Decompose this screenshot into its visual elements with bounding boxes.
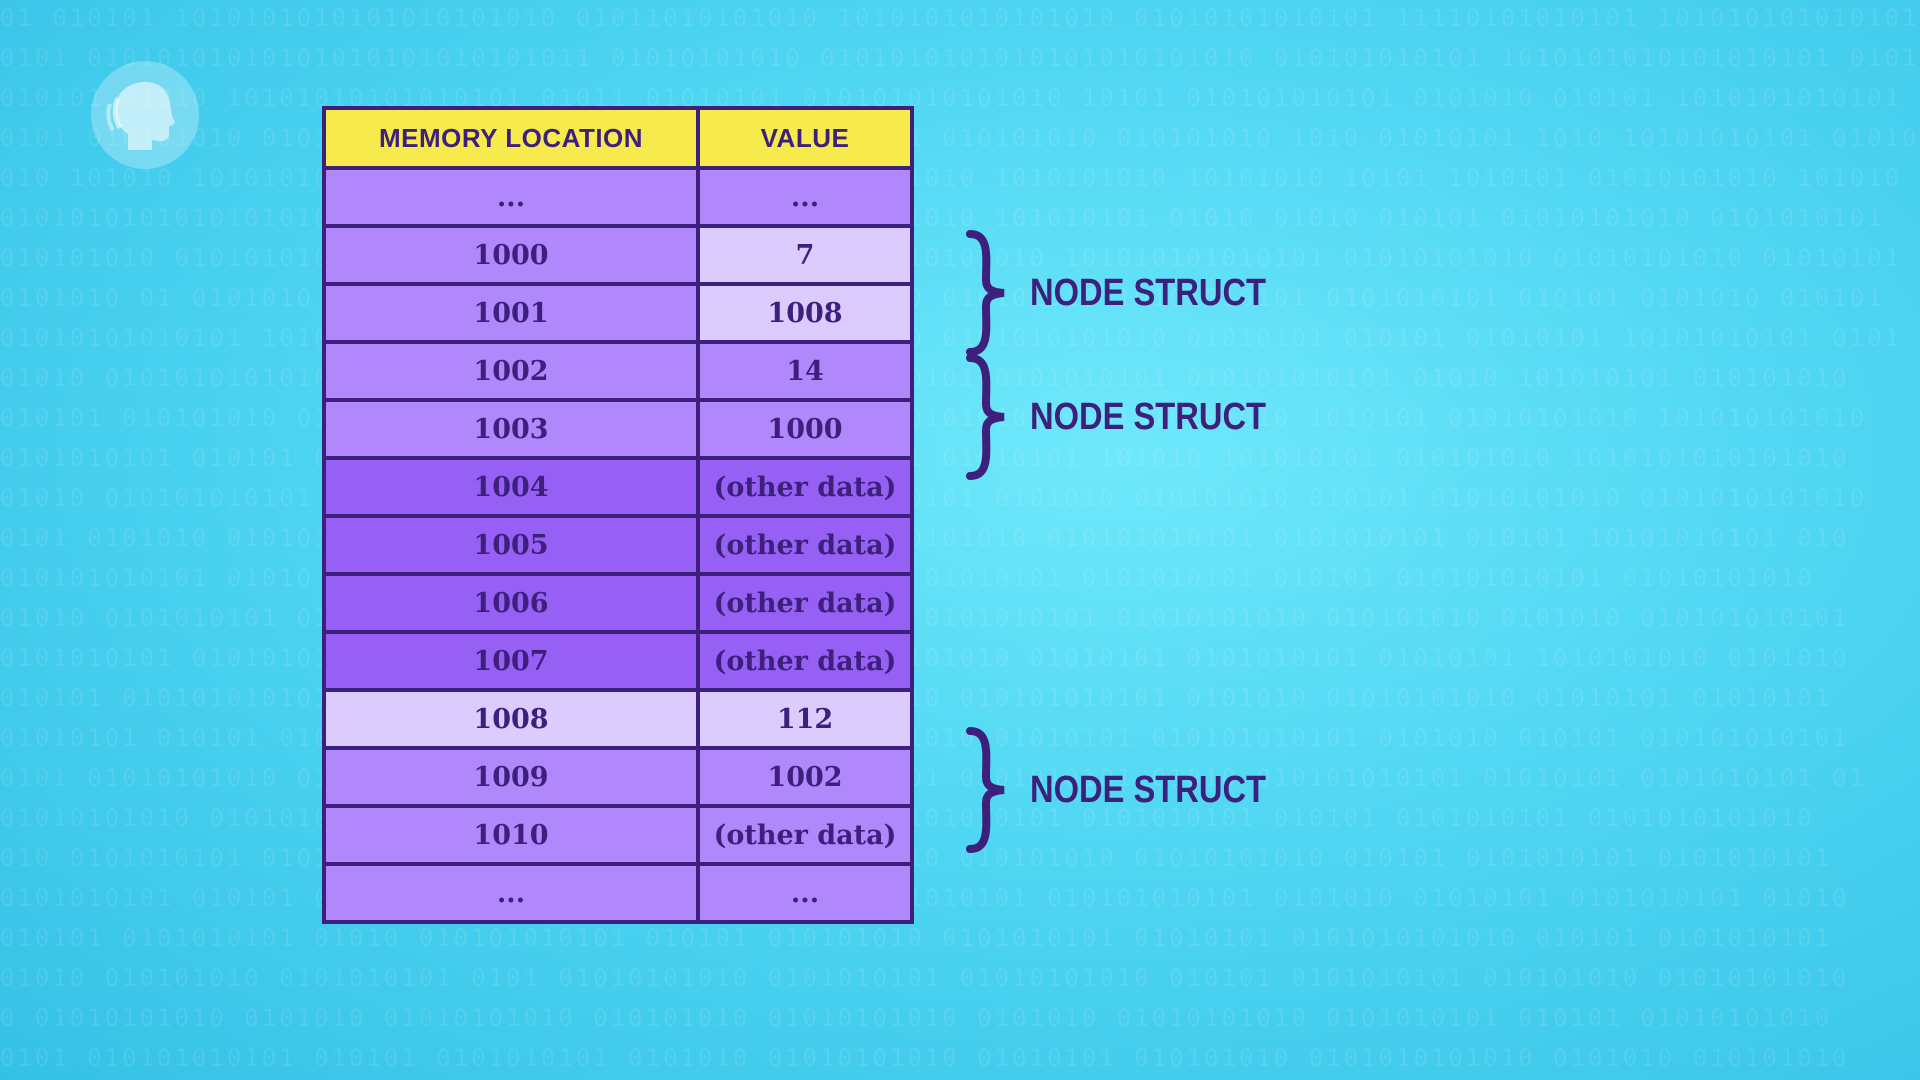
- binary-row: 0101010 01 0101010 101010101010 01010101…: [0, 284, 1885, 312]
- binary-row: 0101 010101010101 010101 0101010101 0101…: [0, 1044, 1850, 1072]
- binary-row: 0101010101 010101 010101010101 01010 010…: [0, 884, 1850, 912]
- memory-location-cell: ...: [322, 166, 700, 228]
- memory-location-cell: 1003: [322, 398, 700, 460]
- table-row: 1001 1008: [322, 282, 914, 344]
- curly-brace-icon: [966, 230, 1005, 356]
- memory-location-cell: 1007: [322, 630, 700, 692]
- memory-location-cell: 1005: [322, 514, 700, 576]
- memory-table-body: ...... 1000 7 1001 1008 1002 14 1003 1000 1004 (ot…: [322, 166, 914, 924]
- binary-row: 0101010101 010101 0101010 01010 01010101…: [0, 444, 1850, 472]
- memory-location-cell: 1009: [322, 746, 700, 808]
- table-row: 1006 (other data): [322, 572, 914, 634]
- binary-row: 0101 010101010 0101 010101010101 0101010…: [0, 124, 1920, 152]
- value-cell: (other data): [696, 572, 914, 634]
- binary-row: 010 0101010101 01010101010 0101010 01010…: [0, 844, 1833, 872]
- memory-location-cell: 1002: [322, 340, 700, 402]
- binary-row: 010101 01010 10101010101010101 01011 010…: [0, 84, 1902, 112]
- binary-row: 0101 0101010 010101010101 01010 0101010 …: [0, 524, 1850, 552]
- binary-row: 010101 0101010101 01010 010101010101 010…: [0, 924, 1833, 952]
- curly-brace-icon: [966, 354, 1005, 480]
- binary-row: 01010101010101 1010101010 01010 01010101…: [0, 324, 1902, 352]
- binary-row: 010 101010 1010101010 01010 1010101 1010…: [0, 164, 1902, 192]
- value-cell: 112: [696, 688, 914, 750]
- binary-row: 01010 010101010 0101010101 0101 01010101…: [0, 964, 1850, 992]
- table-row: 1000 7: [322, 224, 914, 286]
- table-row: 1010 (other data): [322, 804, 914, 866]
- value-cell: (other data): [696, 630, 914, 692]
- node-struct-label: NODE STRUCT: [1030, 769, 1267, 811]
- binary-row: 010101 0101010101010 0101010 010101 0101…: [0, 684, 1833, 712]
- binary-row: 01010 010101010101 010101 01010101 01010…: [0, 484, 1868, 512]
- binary-row: 0101010101010101010 01010 0101010101010 …: [0, 204, 1885, 232]
- memory-table: MEMORY LOCATION VALUE ...... 1000 7 1001 100…: [322, 106, 914, 924]
- table-header-row: MEMORY LOCATION VALUE: [322, 106, 914, 170]
- value-cell: (other data): [696, 456, 914, 518]
- value-cell: ...: [696, 862, 914, 924]
- pbs-head-icon: [88, 58, 202, 172]
- table-row: 1008 112: [322, 688, 914, 750]
- binary-row: 01010 0101010101 0101010 0101010101 0101…: [0, 604, 1850, 632]
- memory-location-cell: 1008: [322, 688, 700, 750]
- memory-location-cell: ...: [322, 862, 700, 924]
- binary-row: 0101 01010101010101010101010101011 01010…: [0, 44, 1920, 72]
- value-cell: (other data): [696, 804, 914, 866]
- value-cell: 1008: [696, 282, 914, 344]
- node-struct-annotation-1: NODE STRUCT: [960, 228, 1266, 358]
- binary-row: 0101 01010101010 010101 010101010 010101…: [0, 764, 1868, 792]
- node-struct-annotation-2: NODE STRUCT: [960, 352, 1266, 482]
- binary-row: 01 010101 1010101010101010101010 0101101…: [0, 4, 1920, 32]
- table-row: ......: [322, 166, 914, 228]
- memory-location-cell: 1004: [322, 456, 700, 518]
- value-cell: 1002: [696, 746, 914, 808]
- binary-row: 0 01010101010 0101010 01010101010 010101…: [0, 1004, 1833, 1032]
- table-row: 1003 1000: [322, 398, 914, 460]
- node-struct-label: NODE STRUCT: [1030, 396, 1267, 438]
- table-row: ......: [322, 862, 914, 924]
- value-cell: ...: [696, 166, 914, 228]
- value-header: VALUE: [696, 106, 914, 170]
- node-struct-label: NODE STRUCT: [1030, 272, 1267, 314]
- binary-row: 010101010 010101010 10101010 010101010 0…: [0, 244, 1902, 272]
- node-struct-annotation-3: NODE STRUCT: [960, 725, 1266, 855]
- binary-row: 0101010101 01010101 010101 01010101010 0…: [0, 644, 1850, 672]
- value-cell: (other data): [696, 514, 914, 576]
- value-cell: 1000: [696, 398, 914, 460]
- table-row: 1002 14: [322, 340, 914, 402]
- memory-location-cell: 1001: [322, 282, 700, 344]
- table-row: 1005 (other data): [322, 514, 914, 576]
- value-cell: 7: [696, 224, 914, 286]
- binary-row: 010101 010101010 0101010 101010101 01010…: [0, 404, 1868, 432]
- table-row: 1007 (other data): [322, 630, 914, 692]
- table-row: 1009 1002: [322, 746, 914, 808]
- binary-row: 01010101 010101 0101010101 01010101010 0…: [0, 724, 1850, 752]
- binary-row: 01010 0101010101010 01010101010101 01010…: [0, 364, 1850, 392]
- memory-location-cell: 1006: [322, 572, 700, 634]
- memory-location-cell: 1010: [322, 804, 700, 866]
- memory-location-header: MEMORY LOCATION: [322, 106, 700, 170]
- table-row: 1004 (other data): [322, 456, 914, 518]
- memory-location-cell: 1000: [322, 224, 700, 286]
- curly-brace-icon: [966, 727, 1005, 853]
- value-cell: 14: [696, 340, 914, 402]
